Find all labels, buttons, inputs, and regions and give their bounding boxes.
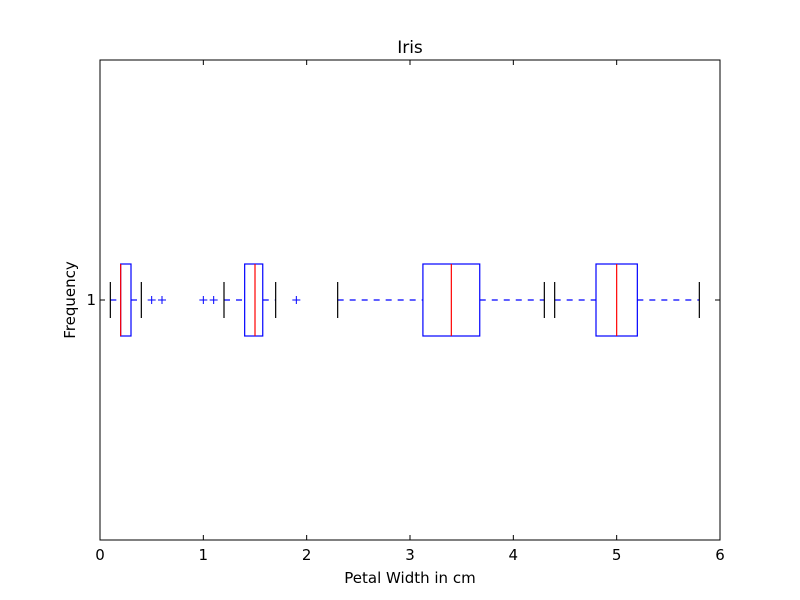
x-axis-ticks: 0 1 2 3 4 5 6	[95, 60, 725, 564]
flier-marker	[292, 296, 301, 304]
x-tick-label: 4	[509, 546, 519, 564]
flier-marker	[209, 296, 218, 304]
boxplot-2	[199, 263, 301, 337]
flier-marker	[199, 296, 208, 304]
boxplot-4	[554, 263, 700, 337]
boxplot-3	[337, 263, 545, 337]
x-tick-label: 6	[715, 546, 725, 564]
boxplot-1	[109, 263, 166, 337]
box-iqr	[244, 263, 264, 337]
y-axis-ticks: 1	[86, 291, 720, 309]
chart-title: Iris	[397, 38, 423, 58]
x-tick-label: 2	[302, 546, 312, 564]
x-tick-label: 3	[405, 546, 415, 564]
boxplots	[109, 263, 700, 337]
x-tick-label: 5	[612, 546, 622, 564]
y-axis-label: Frequency	[61, 261, 79, 339]
x-axis-label: Petal Width in cm	[344, 569, 475, 587]
flier-marker	[158, 296, 166, 304]
x-tick-label: 0	[95, 546, 105, 564]
x-tick-label: 1	[199, 546, 209, 564]
flier-marker	[147, 296, 156, 304]
plot-frame	[99, 59, 721, 541]
y-tick-label: 1	[86, 291, 96, 309]
